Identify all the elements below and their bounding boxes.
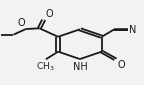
Text: O: O (118, 60, 125, 70)
Text: N: N (129, 25, 137, 35)
Text: CH$_3$: CH$_3$ (36, 60, 54, 73)
Text: O: O (45, 9, 53, 19)
Text: O: O (17, 18, 25, 28)
Text: NH: NH (73, 62, 87, 72)
